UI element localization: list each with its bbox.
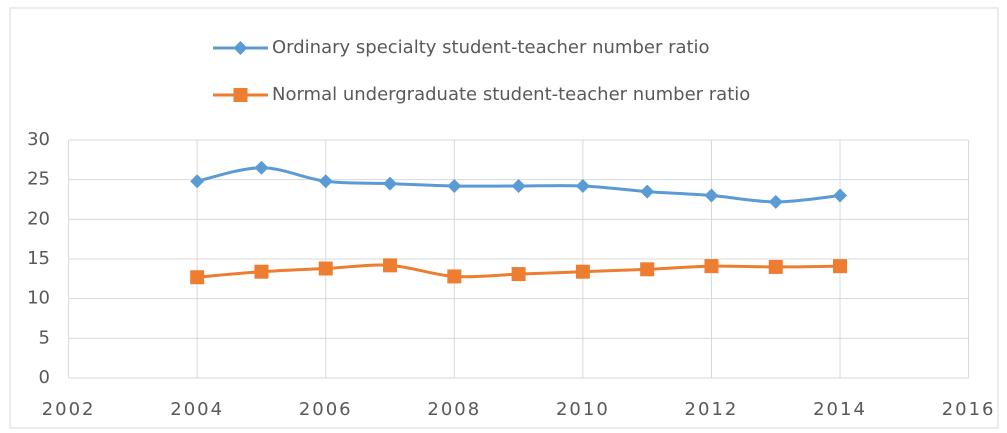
marker bbox=[383, 176, 398, 191]
marker bbox=[318, 174, 333, 189]
marker bbox=[575, 179, 590, 194]
legend-label: Normal undergraduate student-teacher num… bbox=[272, 84, 750, 105]
marker bbox=[640, 262, 655, 277]
marker bbox=[318, 261, 333, 276]
y-tick-label: 15 bbox=[27, 248, 50, 269]
marker bbox=[383, 258, 398, 273]
marker bbox=[254, 264, 269, 279]
x-tick-label: 2016 bbox=[942, 399, 996, 420]
y-tick-label: 20 bbox=[27, 208, 50, 229]
marker bbox=[575, 264, 590, 279]
x-tick-label: 2002 bbox=[42, 399, 96, 420]
marker bbox=[190, 174, 205, 189]
marker bbox=[254, 160, 269, 175]
marker bbox=[511, 267, 526, 282]
marker bbox=[640, 184, 655, 199]
marker bbox=[447, 269, 462, 284]
marker bbox=[704, 259, 719, 274]
x-tick-label: 2012 bbox=[685, 399, 739, 420]
y-tick-label: 5 bbox=[39, 327, 50, 348]
y-tick-label: 30 bbox=[27, 129, 50, 150]
marker bbox=[768, 259, 783, 274]
x-tick-label: 2008 bbox=[427, 399, 481, 420]
marker bbox=[833, 188, 848, 203]
y-tick-label: 0 bbox=[39, 367, 50, 388]
chart-border bbox=[9, 7, 999, 429]
y-tick-label: 25 bbox=[27, 169, 50, 190]
legend-label: Ordinary specialty student-teacher numbe… bbox=[272, 37, 710, 58]
x-tick-label: 2004 bbox=[170, 399, 224, 420]
marker bbox=[190, 270, 205, 285]
marker bbox=[768, 194, 783, 209]
marker bbox=[833, 259, 848, 274]
legend-marker bbox=[233, 41, 248, 55]
marker bbox=[511, 179, 526, 194]
x-tick-label: 2014 bbox=[813, 399, 867, 420]
marker bbox=[447, 179, 462, 194]
x-tick-label: 2010 bbox=[556, 399, 610, 420]
legend-marker bbox=[233, 88, 248, 102]
marker bbox=[704, 188, 719, 203]
y-tick-label: 10 bbox=[27, 288, 50, 309]
x-tick-label: 2006 bbox=[299, 399, 353, 420]
